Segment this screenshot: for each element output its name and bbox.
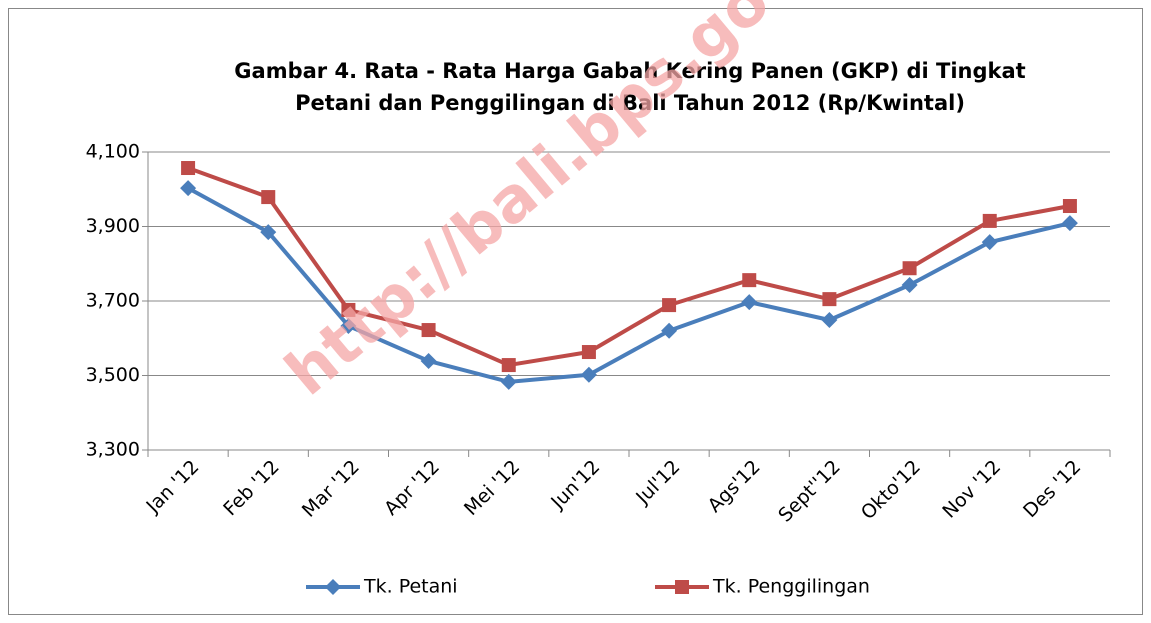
marker (500, 373, 517, 390)
marker (821, 311, 838, 328)
marker (581, 345, 596, 360)
marker (340, 317, 357, 334)
marker (741, 294, 758, 311)
marker (982, 213, 997, 228)
y-tick-label: 3,300 (86, 439, 140, 461)
marker (421, 323, 436, 338)
marker (901, 276, 918, 293)
y-tick-label: 3,500 (86, 364, 140, 386)
marker (420, 352, 437, 369)
chart-title: Petani dan Penggilingan di Bali Tahun 20… (295, 91, 965, 115)
legend-label: Tk. Penggilingan (712, 576, 870, 598)
y-tick-label: 3,900 (86, 215, 140, 237)
marker (580, 366, 597, 383)
marker (260, 224, 277, 241)
y-tick-label: 4,100 (86, 141, 140, 163)
marker (742, 273, 757, 288)
marker (662, 298, 677, 313)
legend-marker (675, 580, 689, 594)
line (187, 166, 1071, 368)
marker (661, 322, 678, 339)
marker (181, 161, 196, 176)
marker (261, 190, 276, 205)
y-tick-label: 3,700 (86, 290, 140, 312)
marker (1062, 199, 1077, 214)
chart-frame (8, 8, 1143, 615)
marker (501, 358, 516, 373)
chart-title: Gambar 4. Rata - Rata Harga Gabah Kering… (234, 59, 1025, 83)
marker (341, 302, 356, 317)
marker (902, 261, 917, 276)
legend-marker (325, 579, 341, 595)
marker (822, 292, 837, 307)
marker (981, 234, 998, 251)
legend-label: Tk. Petani (363, 576, 458, 598)
line (187, 186, 1071, 384)
marker (180, 180, 197, 197)
marker (1061, 215, 1078, 232)
